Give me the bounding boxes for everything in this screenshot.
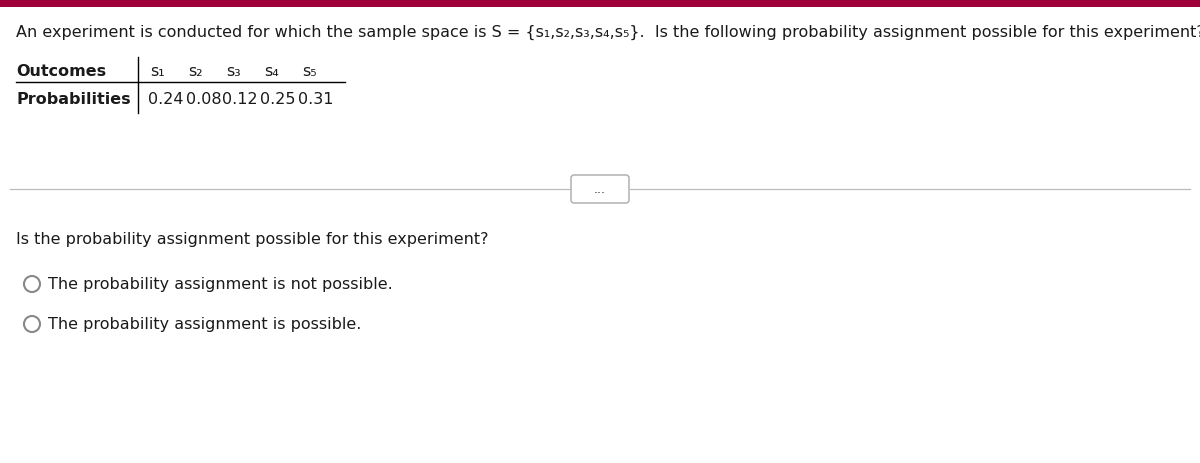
Text: Outcomes: Outcomes — [16, 64, 106, 79]
Text: Probabilities: Probabilities — [16, 92, 131, 107]
Text: Is the probability assignment possible for this experiment?: Is the probability assignment possible f… — [16, 232, 488, 247]
Text: 0.24: 0.24 — [148, 92, 184, 107]
Circle shape — [24, 276, 40, 292]
Text: s₅: s₅ — [302, 64, 317, 79]
Text: 0.25: 0.25 — [260, 92, 295, 107]
Text: s₃: s₃ — [226, 64, 241, 79]
Text: 0.08: 0.08 — [186, 92, 222, 107]
Text: 0.12: 0.12 — [222, 92, 258, 107]
Text: s₁: s₁ — [150, 64, 164, 79]
Text: The probability assignment is possible.: The probability assignment is possible. — [48, 317, 361, 332]
Text: 0.31: 0.31 — [298, 92, 334, 107]
Text: The probability assignment is not possible.: The probability assignment is not possib… — [48, 277, 392, 292]
Text: ...: ... — [594, 183, 606, 196]
Text: s₄: s₄ — [264, 64, 278, 79]
Bar — [0, 0, 1200, 8]
Text: An experiment is conducted for which the sample space is S = {s₁,s₂,s₃,s₄,s₅}.  : An experiment is conducted for which the… — [16, 25, 1200, 39]
Circle shape — [24, 316, 40, 332]
Text: s₂: s₂ — [188, 64, 203, 79]
FancyBboxPatch shape — [571, 175, 629, 204]
